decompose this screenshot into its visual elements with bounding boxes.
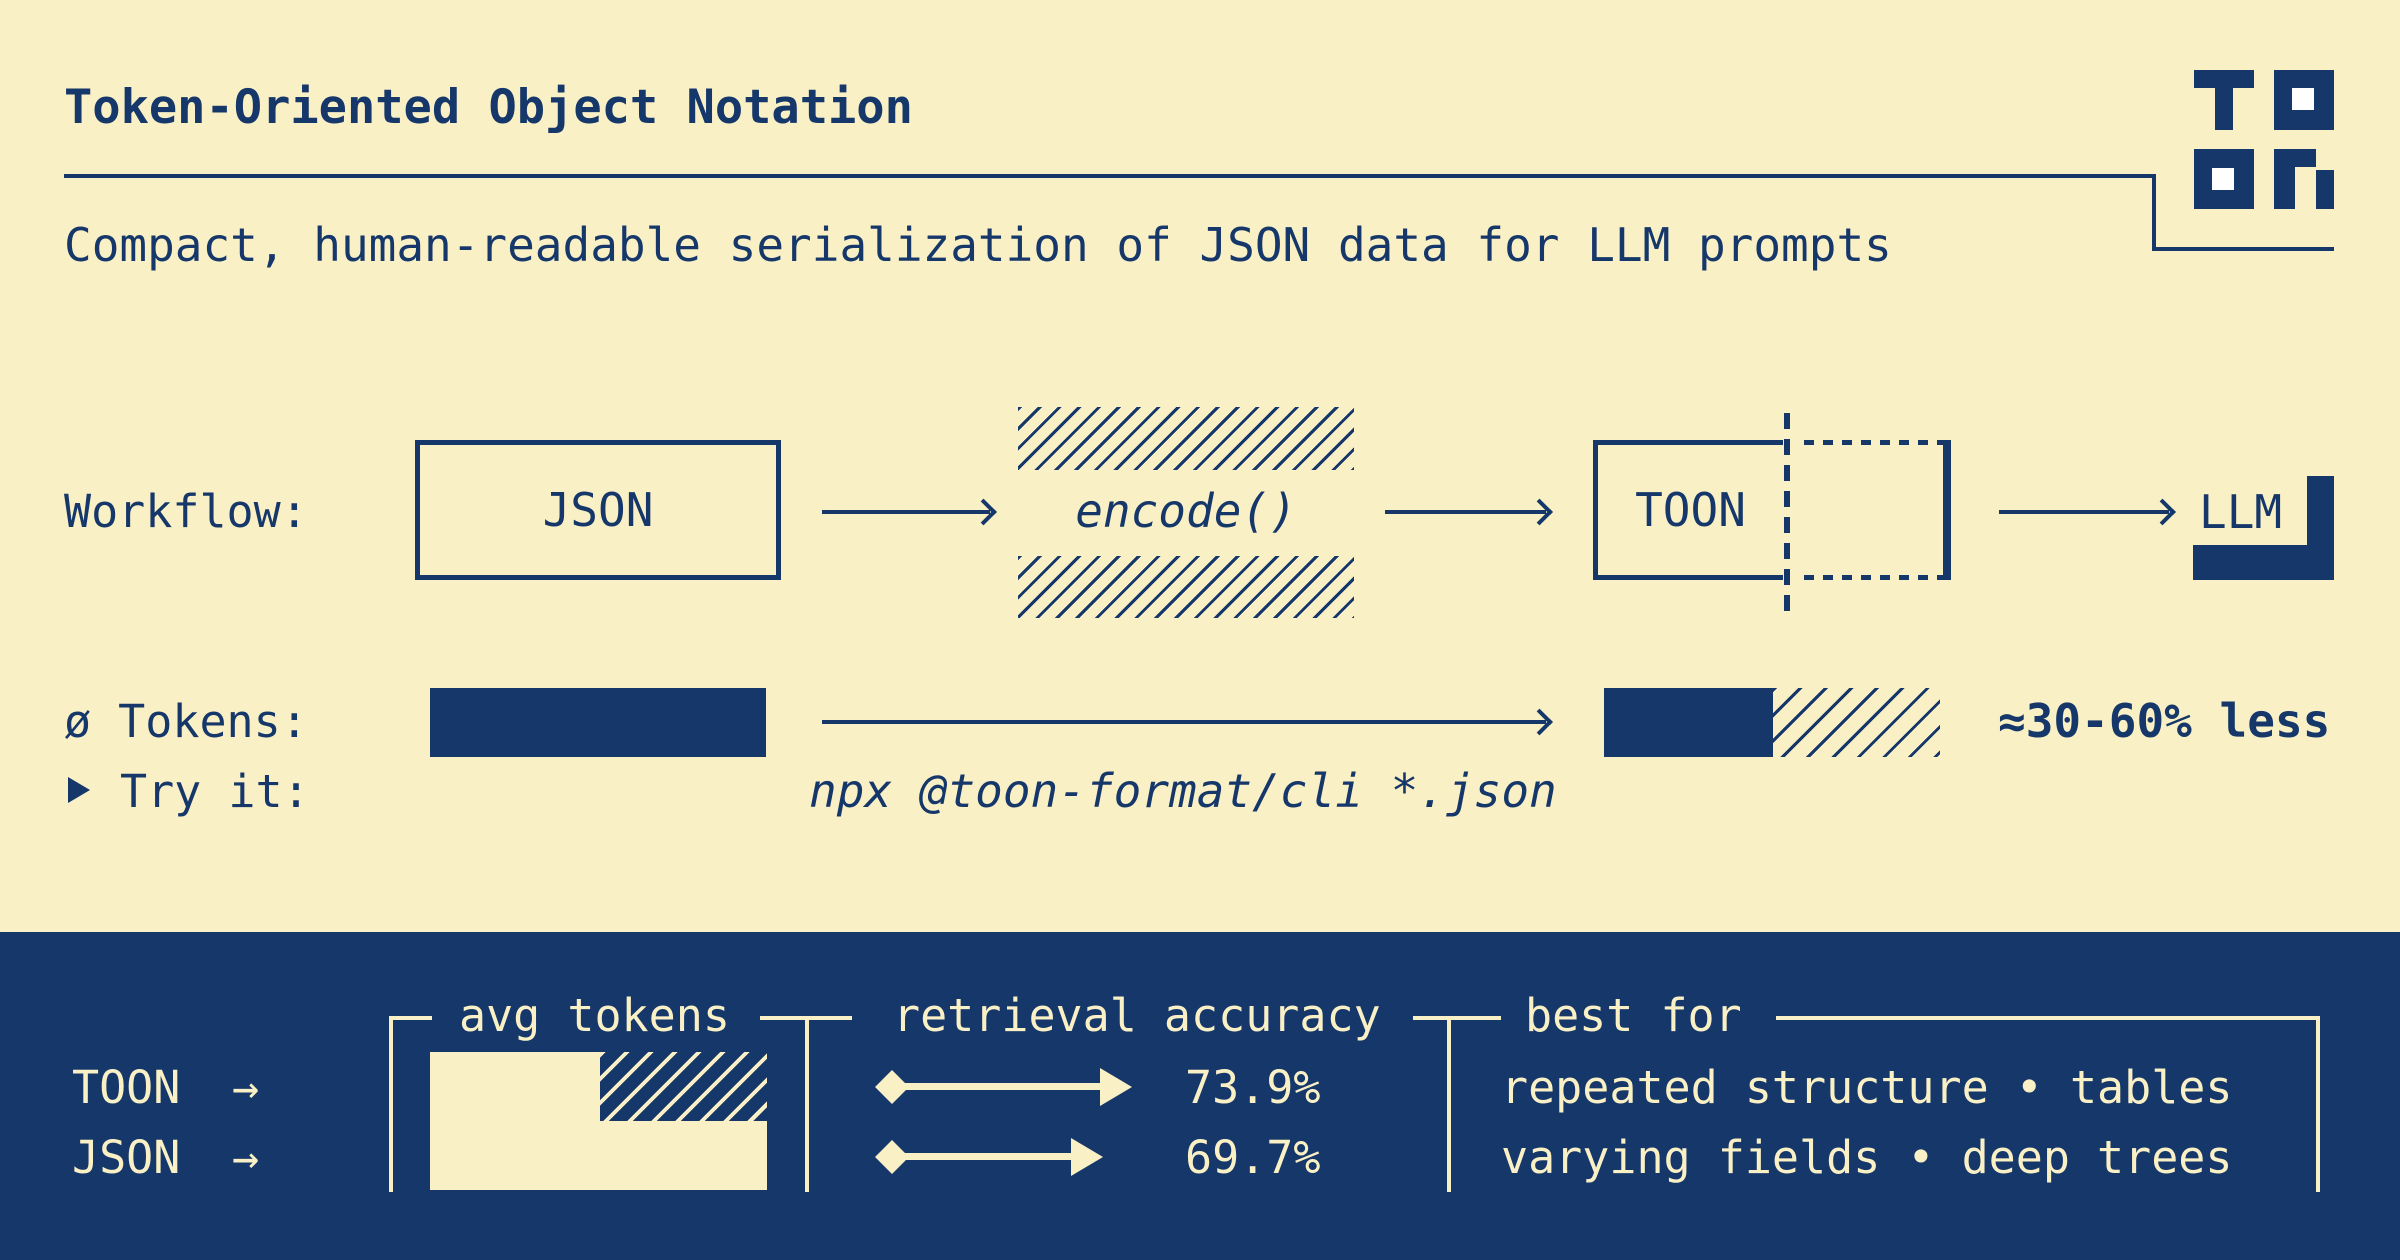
- llm-label: LLM: [2199, 485, 2283, 539]
- json-token-bar: [430, 688, 766, 757]
- column-divider-1: [805, 1016, 809, 1192]
- tokens-label: ø Tokens:: [64, 695, 308, 748]
- toon-node-label: TOON: [1635, 483, 1746, 537]
- token-savings-label: ≈30-60% less: [1998, 694, 2331, 748]
- json-avg-tokens-bar: [430, 1121, 767, 1190]
- encode-label: encode(): [1075, 484, 1297, 538]
- column-divider-2: [1447, 1016, 1451, 1192]
- arrowhead-icon-json: [1071, 1138, 1103, 1176]
- accuracy-value-json: 69.7%: [1185, 1131, 1321, 1184]
- toon-node-extension-right: [1943, 440, 1951, 580]
- header-retrieval-accuracy: retrieval accuracy: [893, 989, 1381, 1042]
- row-arrow-toon-icon: →: [232, 1061, 260, 1114]
- json-node-label: JSON: [542, 483, 654, 537]
- page-title: Token-Oriented Object Notation: [64, 80, 913, 135]
- toon-token-bar-solid: [1604, 688, 1773, 757]
- title-rule-step-right: [2152, 247, 2334, 251]
- json-node: JSON: [415, 440, 781, 580]
- logo-glyph-o1-hole: [2292, 88, 2314, 110]
- row-label-toon: TOON: [72, 1061, 181, 1114]
- encode-hatch-bottom: [1018, 556, 1354, 618]
- token-reduction-arrow-icon: [822, 720, 1546, 724]
- toon-avg-tokens-bar-solid: [430, 1052, 600, 1121]
- header-rule-seg4: [1776, 1016, 2320, 1020]
- logo-glyph-t-stem: [2215, 70, 2233, 130]
- header-avg-tokens: avg tokens: [459, 989, 730, 1042]
- llm-corner-bracket-vertical: [2307, 476, 2334, 580]
- accuracy-value-toon: 73.9%: [1185, 1061, 1321, 1114]
- title-rule-step-down: [2152, 174, 2156, 251]
- title-rule: [64, 174, 2152, 178]
- logo-glyph-n-top: [2274, 149, 2316, 167]
- logo-glyph-o2-hole: [2212, 168, 2234, 190]
- best-for-toon: repeated structure • tables: [1501, 1061, 2233, 1114]
- accuracy-arrow-line-json: [898, 1153, 1073, 1160]
- arrow-encode-to-toon-icon: [1385, 510, 1546, 514]
- toon-node-extension-top: [1804, 440, 1944, 445]
- toon-node: TOON: [1593, 440, 1783, 580]
- play-icon: [68, 777, 90, 803]
- arrow-toon-to-llm-icon: [1999, 510, 2169, 514]
- encode-hatch-top: [1018, 407, 1354, 470]
- header-bracket-left: [389, 1016, 393, 1192]
- try-it-label: Try it:: [120, 765, 310, 818]
- arrowhead-icon-toon: [1100, 1068, 1132, 1106]
- row-label-json: JSON: [72, 1131, 181, 1184]
- toon-node-dashed-separator: [1784, 413, 1790, 613]
- page-subtitle: Compact, human-readable serialization of…: [64, 218, 1892, 272]
- cli-command: npx @toon-format/cli *.json: [809, 764, 1557, 818]
- toon-token-bar-hatched: [1773, 688, 1940, 757]
- comparison-panel: avg tokens retrieval accuracy best for T…: [0, 932, 2400, 1260]
- header-best-for: best for: [1525, 989, 1742, 1042]
- logo-glyph-n-leg: [2316, 170, 2334, 209]
- toon-node-extension-bottom: [1804, 575, 1944, 580]
- best-for-json: varying fields • deep trees: [1501, 1131, 2233, 1184]
- workflow-label: Workflow:: [64, 485, 308, 538]
- toon-logo: [2194, 70, 2334, 209]
- arrow-json-to-encode-icon: [822, 510, 990, 514]
- header-bracket-right: [2316, 1016, 2320, 1192]
- toon-avg-tokens-bar-hatched: [600, 1052, 767, 1121]
- accuracy-arrow-line-toon: [898, 1083, 1102, 1090]
- header-rule-seg3: [1413, 1016, 1501, 1020]
- header-rule-seg1: [389, 1016, 432, 1020]
- row-arrow-json-icon: →: [232, 1131, 260, 1184]
